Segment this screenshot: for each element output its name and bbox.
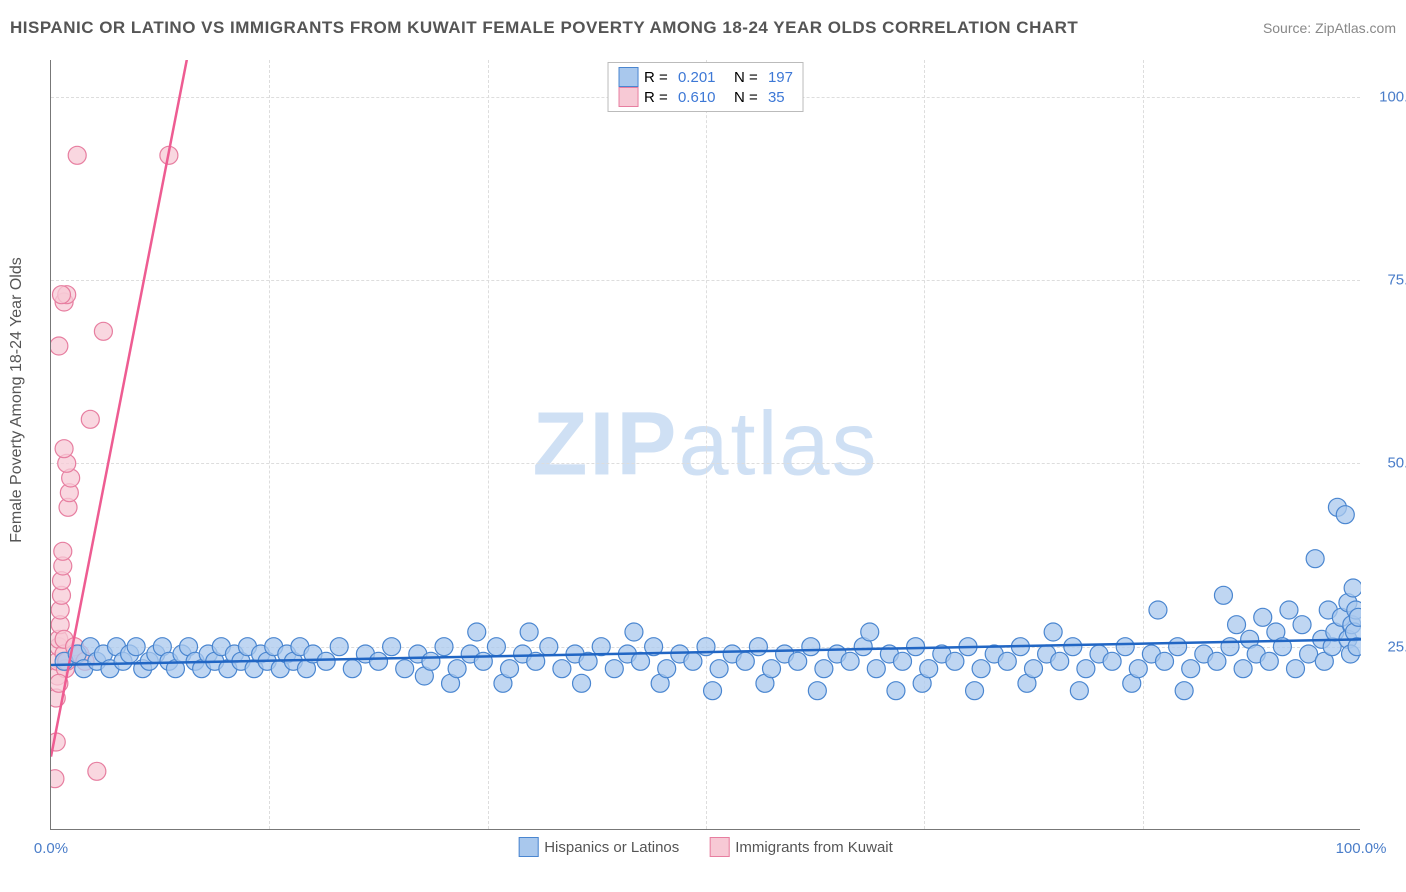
- legend-n-value-blue: 197: [768, 69, 793, 86]
- chart-svg: [51, 60, 1360, 829]
- legend-label-pink: Immigrants from Kuwait: [735, 839, 893, 856]
- plot-area: ZIPatlas 25.0%50.0%75.0%100.0%0.0%100.0%…: [50, 60, 1360, 830]
- y-tick-label: 25.0%: [1370, 638, 1406, 655]
- y-tick-label: 100.0%: [1370, 88, 1406, 105]
- chart-title: HISPANIC OR LATINO VS IMMIGRANTS FROM KU…: [10, 18, 1078, 38]
- legend-swatch-blue: [618, 67, 638, 87]
- legend-row-blue: R = 0.201 N = 197: [618, 67, 793, 87]
- y-axis-label: Female Poverty Among 18-24 Year Olds: [8, 257, 26, 543]
- y-tick-label: 75.0%: [1370, 272, 1406, 289]
- legend-series: Hispanics or Latinos Immigrants from Kuw…: [518, 837, 893, 857]
- legend-item-blue: Hispanics or Latinos: [518, 837, 679, 857]
- legend-n-label: N =: [722, 69, 762, 86]
- legend-swatch-pink: [618, 87, 638, 107]
- legend-r-label: R =: [644, 69, 672, 86]
- legend-swatch-blue-icon: [518, 837, 538, 857]
- legend-correlation: R = 0.201 N = 197 R = 0.610 N = 35: [607, 62, 804, 112]
- x-tick-label: 100.0%: [1336, 840, 1387, 857]
- legend-row-pink: R = 0.610 N = 35: [618, 87, 793, 107]
- legend-swatch-pink-icon: [709, 837, 729, 857]
- legend-n-value-pink: 35: [768, 89, 785, 106]
- y-tick-label: 50.0%: [1370, 455, 1406, 472]
- legend-n-label: N =: [722, 89, 762, 106]
- chart-source: Source: ZipAtlas.com: [1263, 20, 1396, 36]
- legend-r-value-blue: 0.201: [678, 69, 716, 86]
- legend-r-label: R =: [644, 89, 672, 106]
- x-tick-label: 0.0%: [34, 840, 68, 857]
- legend-r-value-pink: 0.610: [678, 89, 716, 106]
- legend-item-pink: Immigrants from Kuwait: [709, 837, 893, 857]
- legend-label-blue: Hispanics or Latinos: [544, 839, 679, 856]
